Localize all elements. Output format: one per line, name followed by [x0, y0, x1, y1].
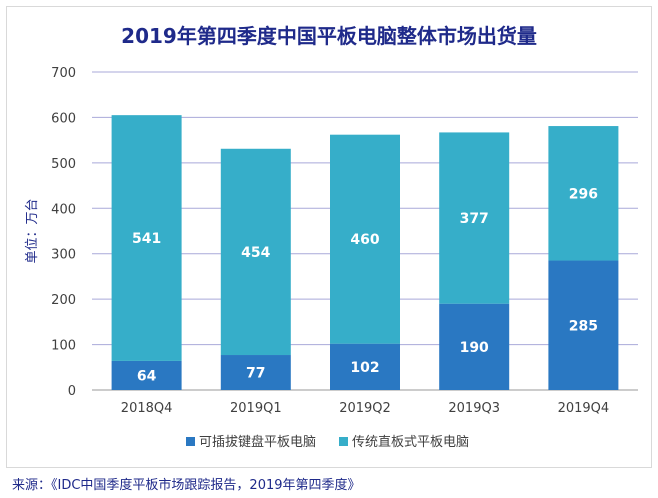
chart-title: 2019年第四季度中国平板电脑整体市场出货量 — [121, 24, 537, 48]
bar-segment-1 — [548, 260, 619, 390]
data-label: 377 — [460, 211, 489, 227]
data-label: 454 — [241, 245, 270, 261]
y-tick-label: 200 — [51, 293, 76, 308]
x-tick-label: 2019Q4 — [558, 401, 610, 416]
y-tick-label: 400 — [51, 202, 76, 217]
source-note: 来源：《IDC中国季度平板市场跟踪报告，2019年第四季度》 — [12, 478, 361, 493]
data-label: 285 — [569, 318, 598, 334]
y-axis-label: 单位：万台 — [25, 198, 40, 263]
x-tick-label: 2019Q1 — [230, 401, 282, 416]
legend-label: 传统直板式平板电脑 — [352, 435, 469, 450]
bars: 64 541 77 454 102 460 190 377 285 296 — [111, 115, 619, 390]
data-label: 190 — [460, 340, 489, 356]
legend-swatch — [186, 437, 195, 446]
y-tick-label: 600 — [51, 111, 76, 126]
y-tick-label: 100 — [51, 339, 76, 354]
legend-swatch — [339, 437, 348, 446]
data-label: 296 — [569, 186, 598, 202]
chart-plot: 0 100 200 300 400 500 600 700 单位：万台 64 541 77 454 1… — [25, 66, 638, 450]
bar-segment-1 — [330, 343, 400, 390]
y-tick-label: 300 — [51, 248, 76, 263]
x-tick-label: 2019Q3 — [448, 401, 500, 416]
bar-segment-1 — [439, 303, 510, 390]
data-label: 102 — [350, 360, 379, 376]
data-label: 541 — [132, 231, 161, 247]
legend: 可插拔键盘平板电脑 传统直板式平板电脑 — [186, 434, 469, 450]
bar-segment-1 — [111, 360, 182, 390]
bar-segment-2 — [330, 134, 400, 344]
bar-segment-1 — [220, 355, 291, 390]
y-tick-label: 500 — [51, 157, 76, 172]
x-tick-label: 2019Q2 — [339, 401, 391, 416]
data-label: 77 — [246, 366, 265, 382]
y-tick-label: 0 — [68, 384, 76, 399]
bar-segment-2 — [220, 148, 291, 356]
data-label: 64 — [137, 368, 157, 384]
bar-segment-2 — [439, 132, 510, 304]
y-tick-label: 700 — [51, 66, 76, 81]
bar-segment-2 — [548, 126, 619, 261]
legend-label: 可插拔键盘平板电脑 — [199, 434, 316, 450]
x-tick-label: 2018Q4 — [121, 401, 173, 416]
bar-segment-2 — [111, 115, 182, 361]
x-tick-labels: 2018Q4 2019Q1 2019Q2 2019Q3 2019Q4 — [121, 401, 609, 416]
data-label: 460 — [350, 232, 379, 248]
y-tick-labels: 0 100 200 300 400 500 600 700 — [51, 66, 76, 399]
